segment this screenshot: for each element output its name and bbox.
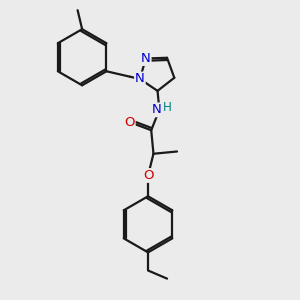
Text: N: N bbox=[152, 103, 162, 116]
Text: H: H bbox=[163, 101, 172, 114]
Text: N: N bbox=[135, 73, 145, 85]
Text: N: N bbox=[141, 52, 151, 65]
Text: O: O bbox=[124, 116, 135, 129]
Text: O: O bbox=[143, 169, 153, 182]
